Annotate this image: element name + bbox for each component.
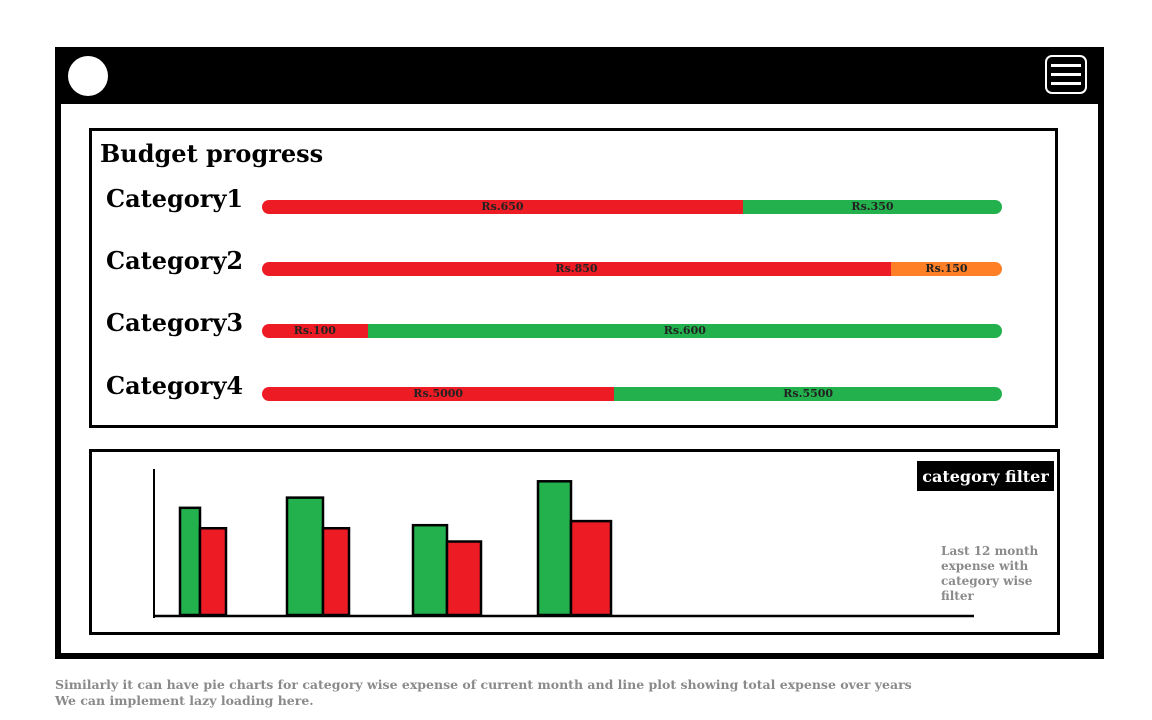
chart-note-line: Last 12 month: [941, 544, 1039, 558]
app-frame: Budget progress Category1 Rs.650 Rs.350 Cat…: [55, 47, 1104, 659]
chart-bar: [536, 480, 573, 617]
chart-bar: [321, 526, 351, 617]
remaining-amount: Rs.600: [663, 324, 706, 337]
spent-amount: Rs.650: [481, 200, 524, 213]
category-label: Category2: [106, 246, 244, 275]
category-label: Category1: [106, 184, 244, 213]
spent-segment: Rs.100: [262, 324, 368, 338]
budget-progress-bar: Rs.650 Rs.350: [262, 200, 1002, 214]
remaining-segment: Rs.150: [891, 262, 1002, 276]
chart-bar: [178, 506, 202, 617]
budget-progress-bar: Rs.100 Rs.600: [262, 324, 1002, 338]
footer-line: We can implement lazy loading here.: [55, 693, 314, 708]
chart-bar: [411, 523, 449, 617]
chart-bar: [569, 519, 613, 617]
budget-progress-panel: Budget progress Category1 Rs.650 Rs.350 Cat…: [89, 128, 1058, 428]
user-avatar-icon[interactable]: [68, 56, 108, 96]
category-filter-button[interactable]: category filter: [917, 461, 1054, 491]
remaining-amount: Rs.350: [851, 200, 894, 213]
spent-segment: Rs.5000: [262, 387, 615, 401]
footer-line: Similarly it can have pie charts for cat…: [55, 677, 912, 692]
remaining-segment: Rs.600: [367, 324, 1002, 338]
main-content: Budget progress Category1 Rs.650 Rs.350 Cat…: [61, 104, 1098, 653]
remaining-segment: Rs.350: [743, 200, 1002, 214]
budget-progress-bar: Rs.5000 Rs.5500: [262, 387, 1002, 401]
chart-bar: [445, 540, 483, 617]
chart-note-line: expense with: [941, 559, 1029, 573]
spent-segment: Rs.650: [262, 200, 743, 214]
spent-amount: Rs.850: [555, 262, 598, 275]
remaining-amount: Rs.150: [925, 262, 968, 275]
spent-amount: Rs.5000: [413, 387, 464, 400]
category-label: Category3: [106, 308, 244, 337]
spent-amount: Rs.100: [293, 324, 336, 337]
budget-progress-bar: Rs.850 Rs.150: [262, 262, 1002, 276]
hamburger-menu-icon[interactable]: [1045, 55, 1087, 94]
remaining-segment: Rs.5500: [614, 387, 1002, 401]
chart-note: Last 12 month expense with category wise…: [941, 544, 1061, 604]
spent-segment: Rs.850: [262, 262, 891, 276]
footer-note: Similarly it can have pie charts for cat…: [55, 677, 912, 709]
panel-title: Budget progress: [100, 139, 324, 168]
category-label: Category4: [106, 371, 244, 400]
expense-chart-panel: category filter Last 12 month expense wi…: [89, 449, 1060, 635]
chart-bar: [285, 496, 325, 617]
chart-bar: [198, 526, 228, 617]
chart-note-line: category wise filter: [941, 574, 1033, 603]
expense-bar-chart: [153, 469, 974, 618]
remaining-amount: Rs.5500: [783, 387, 834, 400]
